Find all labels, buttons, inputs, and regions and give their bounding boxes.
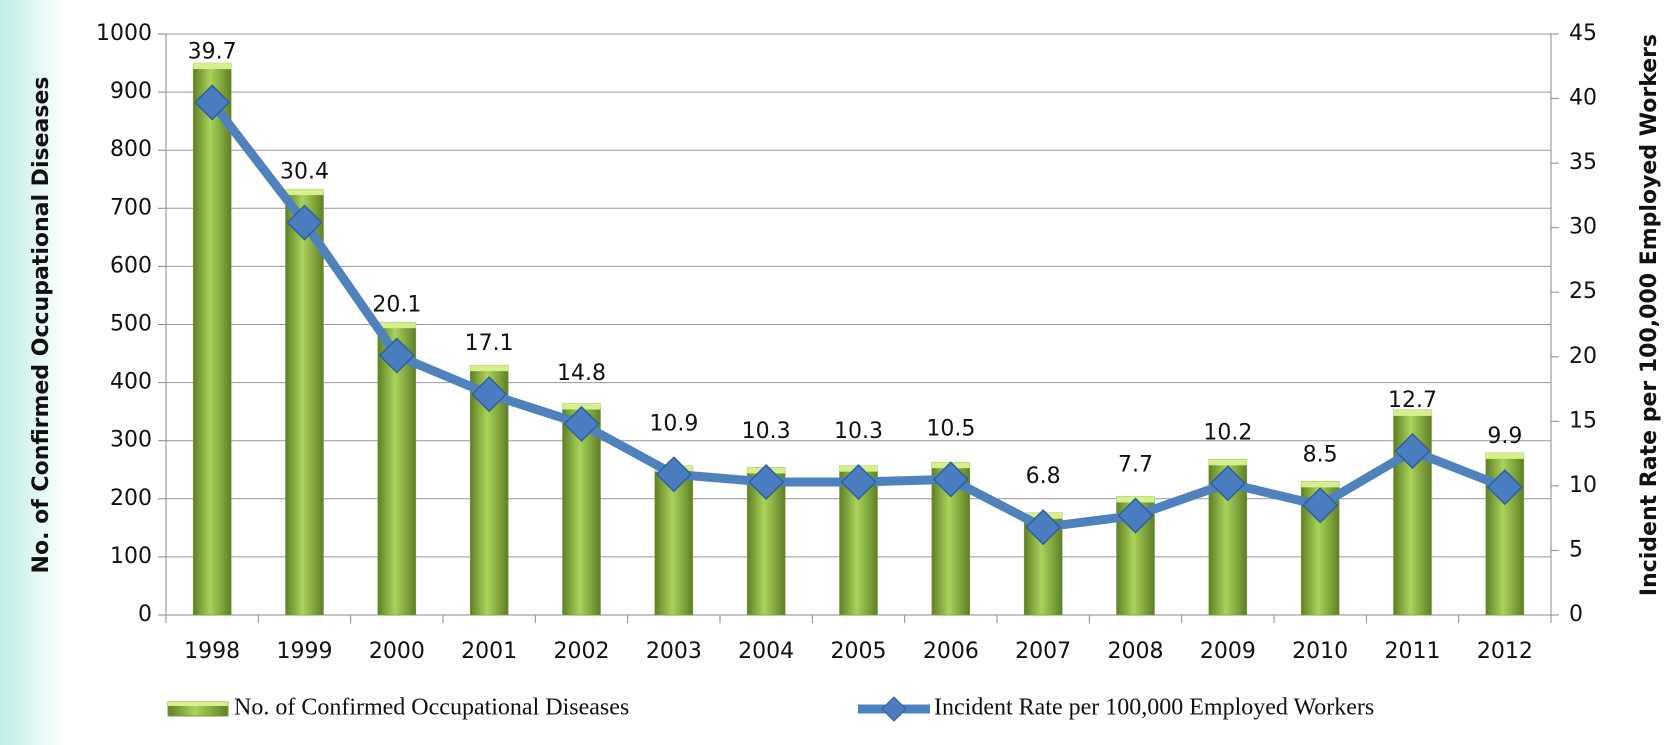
- y2-tick-label: 5: [1569, 537, 1583, 562]
- y-tick-label: 1000: [96, 21, 152, 46]
- y2-tick-label: 25: [1569, 279, 1597, 304]
- data-label: 8.5: [1303, 442, 1338, 467]
- data-label: 30.4: [280, 160, 329, 185]
- y-tick-label: 600: [110, 253, 152, 278]
- x-tick-label: 2002: [554, 639, 610, 664]
- y2-tick-label: 40: [1569, 86, 1597, 111]
- y-tick-label: 700: [110, 195, 152, 220]
- y-tick-label: 500: [110, 312, 152, 337]
- marker: [194, 84, 231, 121]
- marker: [1117, 497, 1154, 534]
- data-label: 14.8: [557, 361, 606, 386]
- marker: [1486, 469, 1523, 506]
- data-label: 10.2: [1203, 420, 1252, 445]
- data-label: 39.7: [188, 39, 237, 64]
- legend-label: No. of Confirmed Occupational Diseases: [234, 695, 629, 721]
- x-tick-label: 2001: [461, 639, 517, 664]
- marker: [563, 405, 600, 442]
- marker: [286, 204, 323, 241]
- marker: [655, 456, 692, 493]
- marker: [1302, 487, 1339, 524]
- marker: [378, 337, 415, 374]
- y2-tick-label: 10: [1569, 473, 1597, 498]
- x-tick-label: 2006: [923, 639, 979, 664]
- x-tick-label: 2003: [646, 639, 702, 664]
- bar-cap: [1393, 409, 1432, 416]
- bar: [192, 62, 232, 616]
- data-label: 6.8: [1026, 464, 1061, 489]
- legend-marker: [881, 696, 907, 722]
- y2-tick-label: 30: [1569, 215, 1597, 240]
- y2-tick-label: 0: [1569, 602, 1583, 627]
- marker: [1025, 509, 1062, 546]
- x-tick-label: 2011: [1385, 639, 1441, 664]
- bar-cap: [470, 365, 509, 372]
- y2-tick-label: 20: [1569, 344, 1597, 369]
- x-tick-label: 2010: [1292, 639, 1348, 664]
- marker: [1394, 432, 1431, 470]
- y2-axis-title: Incident Rate per 100,000 Employed Worke…: [1637, 34, 1662, 596]
- legend-swatch-cap: [168, 702, 228, 706]
- y-tick-label: 300: [110, 428, 152, 453]
- bar-cap: [377, 322, 416, 329]
- legend-label: Incident Rate per 100,000 Employed Worke…: [934, 695, 1374, 721]
- data-label: 17.1: [465, 331, 514, 356]
- data-label: 20.1: [372, 292, 421, 317]
- x-tick-label: 2008: [1108, 639, 1164, 664]
- x-tick-label: 2004: [738, 639, 794, 664]
- x-tick-label: 2005: [831, 639, 887, 664]
- marker: [1209, 465, 1246, 502]
- bar-cap: [1301, 481, 1340, 488]
- data-label: 10.5: [926, 416, 975, 441]
- y-tick-label: 0: [138, 602, 152, 627]
- data-label: 10.9: [649, 411, 698, 436]
- x-tick-label: 2000: [369, 639, 425, 664]
- x-tick-label: 2009: [1200, 639, 1256, 664]
- data-label: 7.7: [1118, 453, 1153, 478]
- data-label: 10.3: [742, 419, 791, 444]
- y-axis-title: No. of Confirmed Occupational Diseases: [29, 77, 54, 574]
- data-label: 10.3: [834, 419, 883, 444]
- y2-tick-label: 35: [1569, 150, 1597, 175]
- data-label: 12.7: [1388, 388, 1437, 413]
- bar-cap: [285, 189, 324, 196]
- y-tick-label: 400: [110, 370, 152, 395]
- y-tick-label: 900: [110, 79, 152, 104]
- y2-tick-label: 15: [1569, 408, 1597, 433]
- y-tick-label: 100: [110, 544, 152, 569]
- x-tick-label: 1999: [277, 639, 333, 664]
- marker: [840, 463, 877, 501]
- x-tick-label: 1998: [184, 639, 240, 664]
- x-tick-label: 2012: [1477, 639, 1533, 664]
- y-tick-label: 200: [110, 486, 152, 511]
- y2-tick-label: 45: [1569, 21, 1597, 46]
- y-tick-label: 800: [110, 137, 152, 162]
- bar: [285, 188, 324, 616]
- bar-cap: [1208, 459, 1247, 466]
- marker: [471, 376, 508, 413]
- bar-cap: [1485, 452, 1524, 459]
- data-label: 9.9: [1487, 424, 1522, 449]
- bar-cap: [193, 63, 232, 70]
- marker: [932, 461, 969, 498]
- x-tick-label: 2007: [1015, 639, 1071, 664]
- marker: [748, 463, 785, 501]
